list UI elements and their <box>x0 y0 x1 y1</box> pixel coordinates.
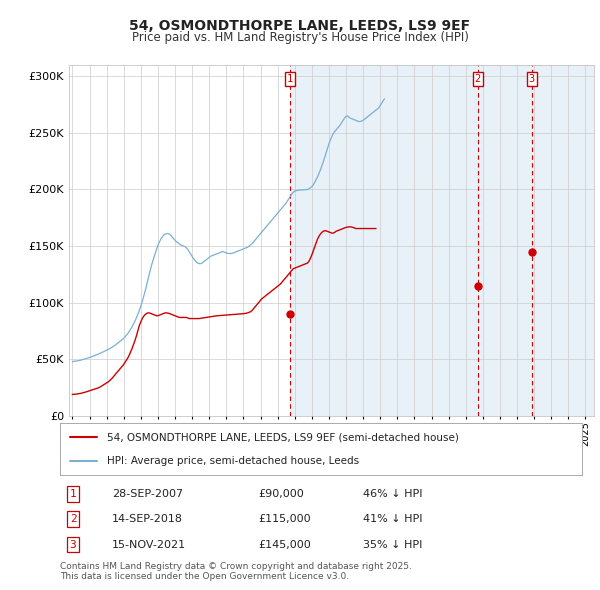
Text: £115,000: £115,000 <box>259 514 311 524</box>
Text: 41% ↓ HPI: 41% ↓ HPI <box>363 514 422 524</box>
Text: 3: 3 <box>70 539 76 549</box>
Text: 14-SEP-2018: 14-SEP-2018 <box>112 514 183 524</box>
Text: Price paid vs. HM Land Registry's House Price Index (HPI): Price paid vs. HM Land Registry's House … <box>131 31 469 44</box>
Text: 2: 2 <box>475 74 481 84</box>
Text: 28-SEP-2007: 28-SEP-2007 <box>112 489 184 499</box>
Text: 54, OSMONDTHORPE LANE, LEEDS, LS9 9EF (semi-detached house): 54, OSMONDTHORPE LANE, LEEDS, LS9 9EF (s… <box>107 432 459 442</box>
Text: 54, OSMONDTHORPE LANE, LEEDS, LS9 9EF: 54, OSMONDTHORPE LANE, LEEDS, LS9 9EF <box>130 19 470 33</box>
Bar <box>290 65 594 416</box>
Text: HPI: Average price, semi-detached house, Leeds: HPI: Average price, semi-detached house,… <box>107 456 359 466</box>
Text: 35% ↓ HPI: 35% ↓ HPI <box>363 539 422 549</box>
Text: 15-NOV-2021: 15-NOV-2021 <box>112 539 187 549</box>
Text: Contains HM Land Registry data © Crown copyright and database right 2025.
This d: Contains HM Land Registry data © Crown c… <box>60 562 412 581</box>
Text: £145,000: £145,000 <box>259 539 311 549</box>
Text: 1: 1 <box>70 489 76 499</box>
Text: 46% ↓ HPI: 46% ↓ HPI <box>363 489 422 499</box>
Text: £90,000: £90,000 <box>259 489 304 499</box>
Text: 3: 3 <box>529 74 535 84</box>
Text: 2: 2 <box>70 514 76 524</box>
Text: 1: 1 <box>287 74 293 84</box>
